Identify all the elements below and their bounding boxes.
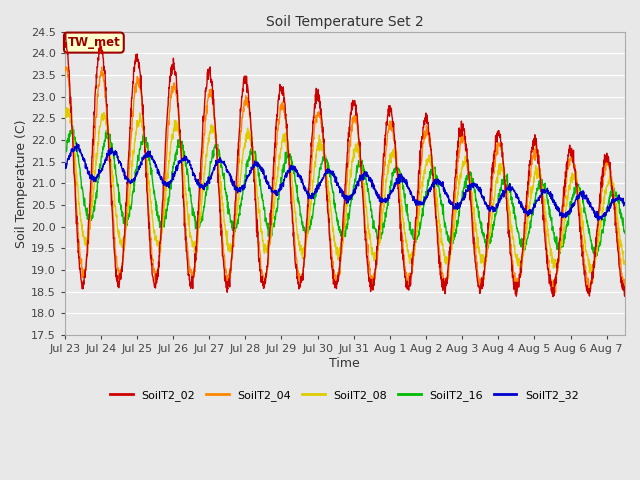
SoilT2_32: [333, 183, 341, 189]
SoilT2_04: [605, 159, 612, 165]
SoilT2_08: [621, 261, 628, 267]
SoilT2_16: [319, 157, 326, 163]
SoilT2_16: [605, 201, 613, 207]
SoilT2_16: [61, 151, 68, 156]
SoilT2_04: [333, 278, 341, 284]
SoilT2_32: [621, 200, 628, 205]
SoilT2_02: [502, 189, 510, 195]
SoilT2_04: [319, 125, 326, 131]
SoilT2_04: [61, 63, 69, 69]
SoilT2_08: [605, 180, 612, 186]
SoilT2_08: [605, 177, 613, 183]
SoilT2_02: [621, 293, 628, 299]
SoilT2_08: [63, 105, 71, 110]
SoilT2_04: [605, 162, 613, 168]
SoilT2_08: [319, 142, 326, 147]
Line: SoilT2_08: SoilT2_08: [65, 108, 625, 274]
SoilT2_02: [333, 276, 341, 282]
X-axis label: Time: Time: [330, 357, 360, 370]
SoilT2_32: [73, 141, 81, 146]
SoilT2_08: [588, 271, 595, 276]
SoilT2_08: [61, 113, 68, 119]
SoilT2_02: [90, 123, 97, 129]
SoilT2_32: [90, 175, 97, 181]
Line: SoilT2_04: SoilT2_04: [65, 66, 625, 293]
SoilT2_04: [586, 290, 593, 296]
SoilT2_16: [502, 174, 510, 180]
SoilT2_02: [549, 294, 557, 300]
SoilT2_32: [595, 217, 602, 223]
Legend: SoilT2_02, SoilT2_04, SoilT2_08, SoilT2_16, SoilT2_32: SoilT2_02, SoilT2_04, SoilT2_08, SoilT2_…: [106, 385, 584, 405]
SoilT2_16: [605, 197, 612, 203]
SoilT2_16: [90, 206, 97, 212]
SoilT2_16: [68, 123, 76, 129]
SoilT2_02: [319, 130, 326, 135]
SoilT2_32: [502, 187, 510, 193]
SoilT2_08: [333, 245, 341, 251]
Title: Soil Temperature Set 2: Soil Temperature Set 2: [266, 15, 424, 29]
SoilT2_32: [605, 208, 613, 214]
SoilT2_16: [621, 230, 628, 236]
SoilT2_02: [605, 158, 612, 164]
Line: SoilT2_02: SoilT2_02: [65, 34, 625, 297]
SoilT2_04: [61, 69, 68, 75]
SoilT2_04: [621, 286, 628, 292]
SoilT2_02: [605, 162, 613, 168]
SoilT2_32: [605, 206, 612, 212]
SoilT2_16: [593, 253, 600, 259]
Line: SoilT2_16: SoilT2_16: [65, 126, 625, 256]
SoilT2_08: [502, 180, 510, 185]
SoilT2_32: [319, 175, 326, 181]
SoilT2_02: [61, 31, 68, 37]
Text: TW_met: TW_met: [67, 36, 120, 49]
SoilT2_16: [333, 219, 341, 225]
Y-axis label: Soil Temperature (C): Soil Temperature (C): [15, 119, 28, 248]
Line: SoilT2_32: SoilT2_32: [65, 144, 625, 220]
SoilT2_32: [61, 163, 68, 169]
SoilT2_08: [90, 185, 97, 191]
SoilT2_04: [90, 157, 97, 163]
SoilT2_04: [502, 187, 510, 193]
SoilT2_02: [61, 31, 69, 37]
